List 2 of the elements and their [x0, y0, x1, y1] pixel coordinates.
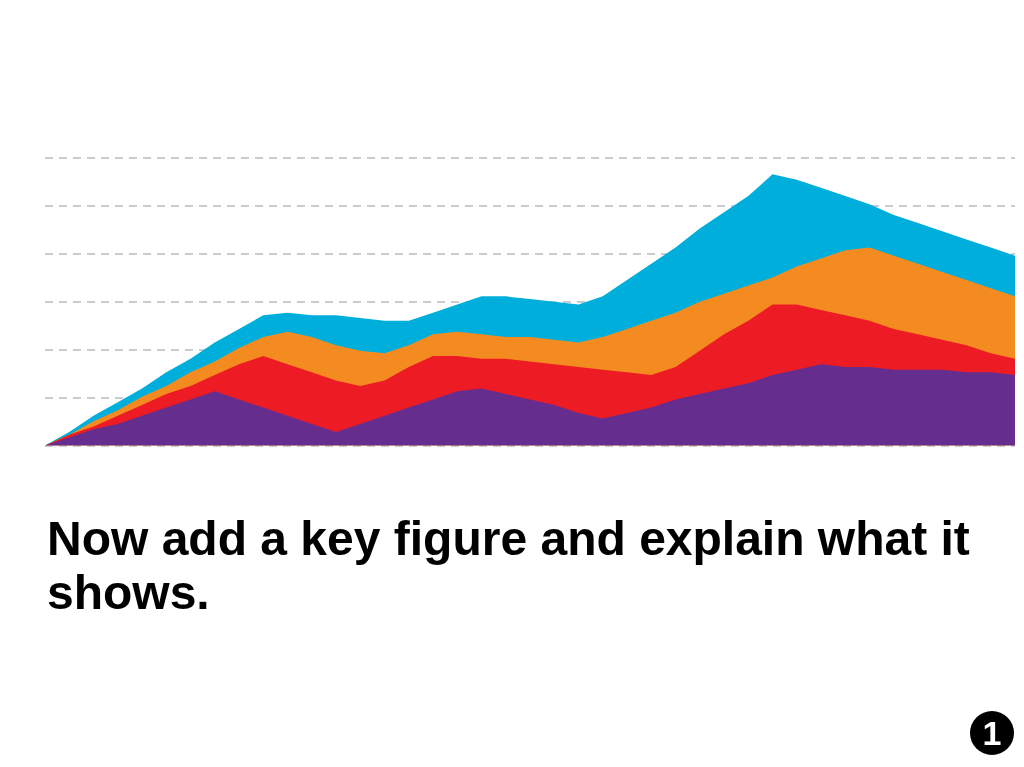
text: Now add a key figure and explain what it shows.: [47, 512, 971, 620]
text: 1: [970, 711, 1014, 755]
